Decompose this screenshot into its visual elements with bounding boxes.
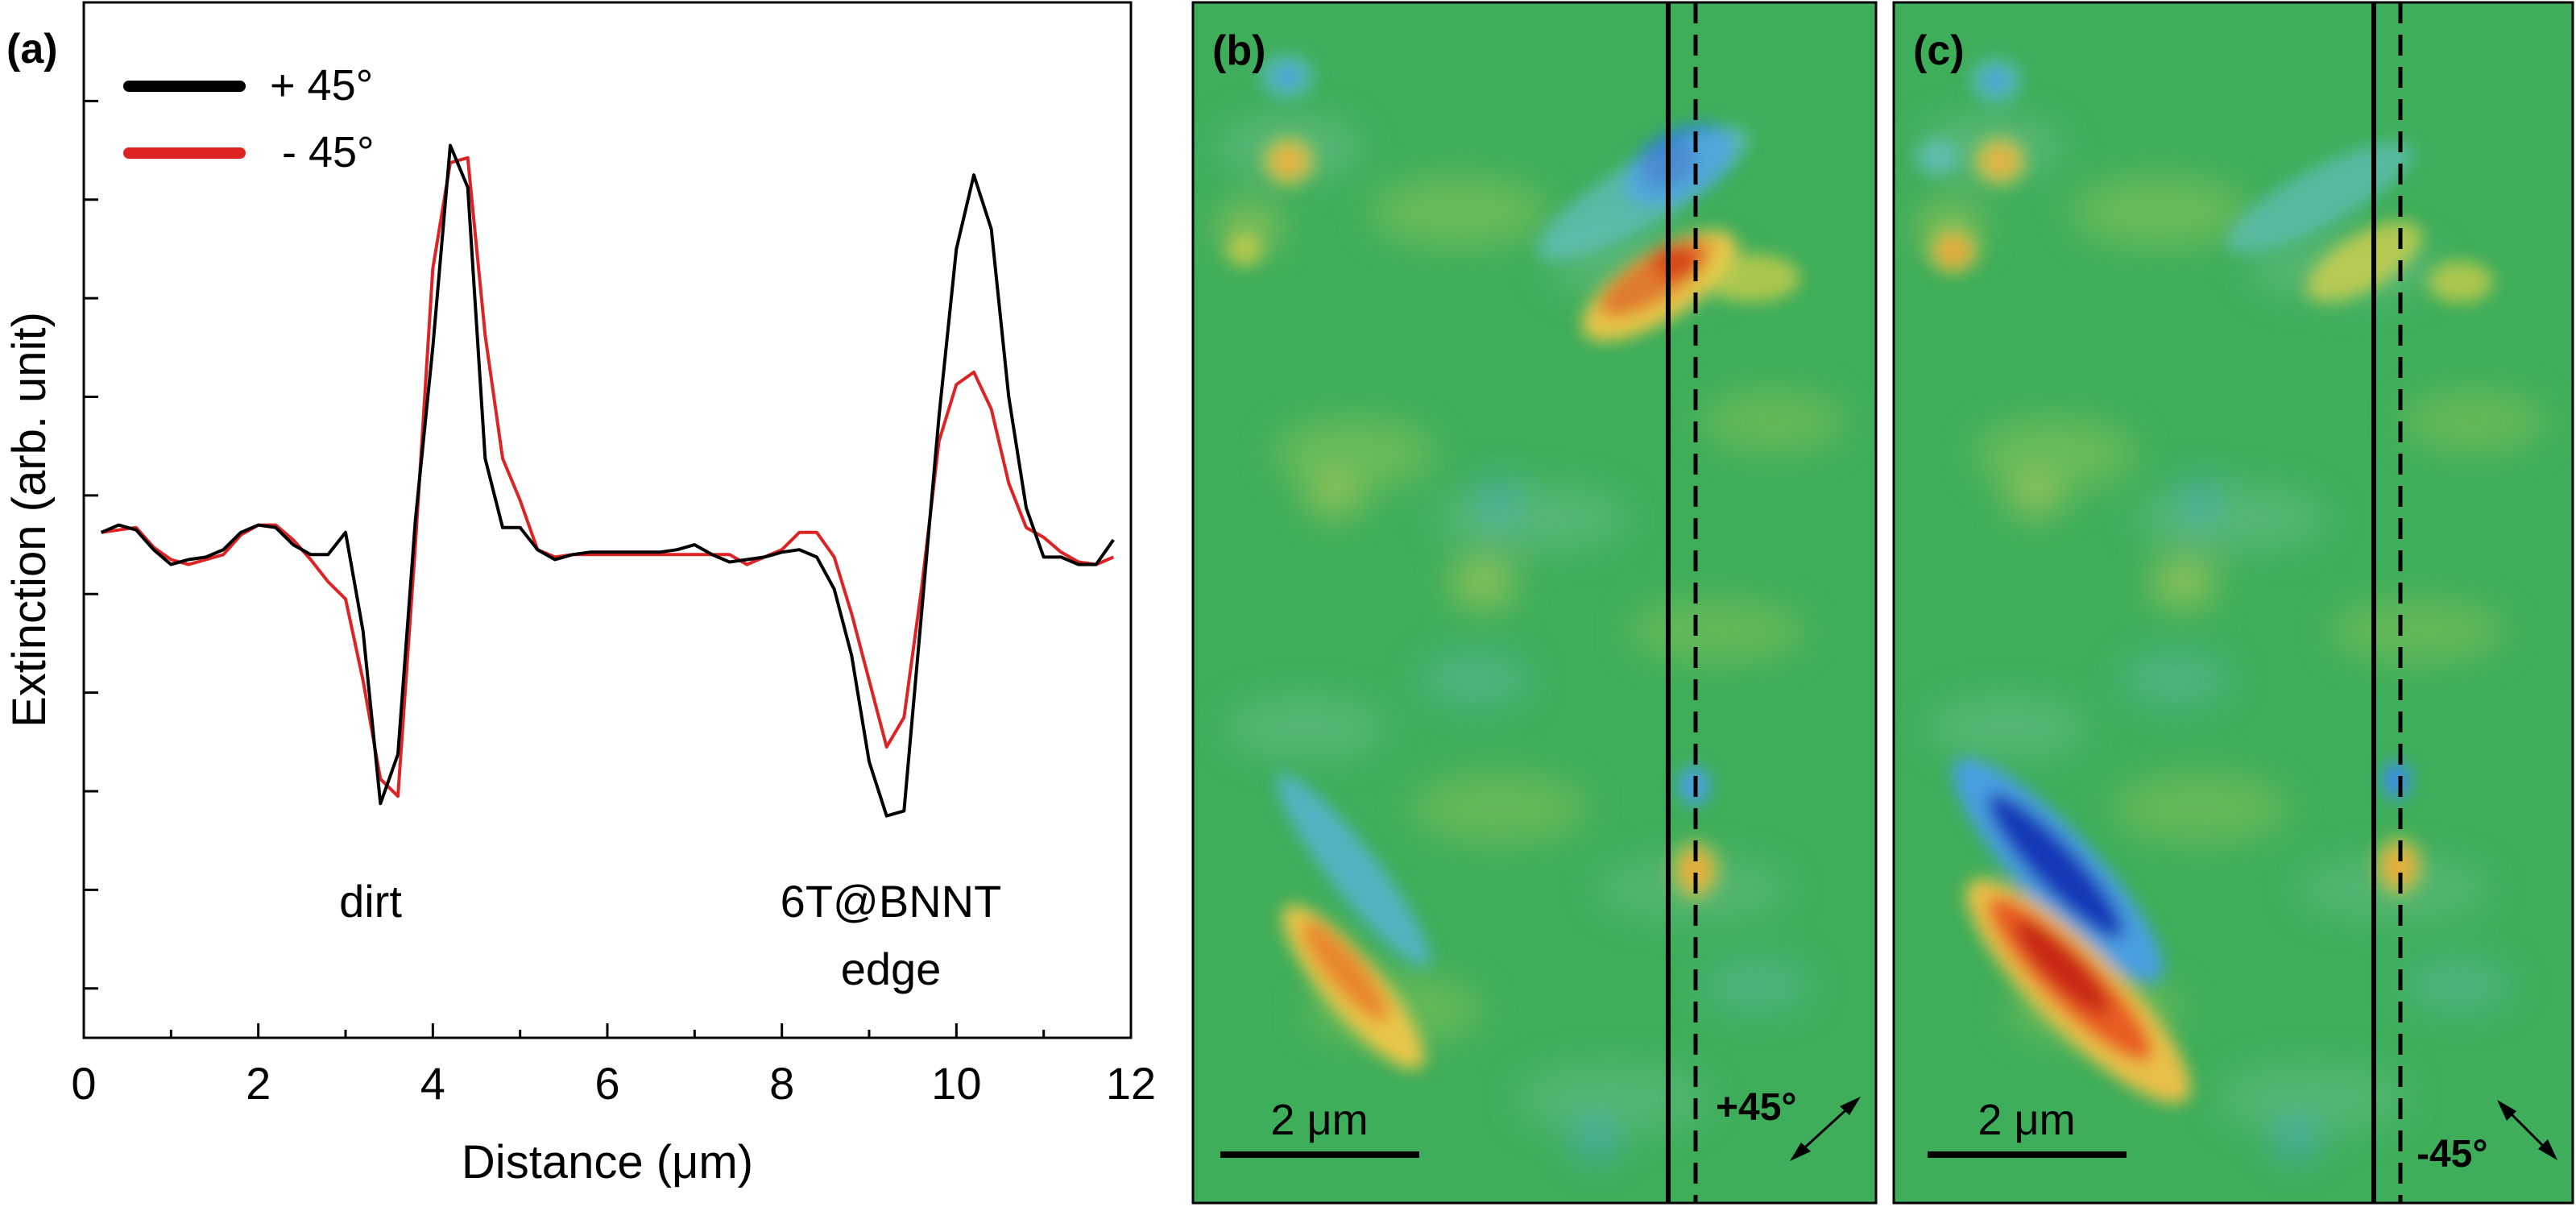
polarization-arrow-icon-b — [1790, 1097, 1861, 1161]
x-tick-label: 6 — [594, 1058, 619, 1109]
x-axis-label: Distance (μm) — [462, 1136, 753, 1188]
y-axis-label: Extinction (arb. unit) — [3, 312, 56, 728]
x-tick-label: 0 — [71, 1058, 96, 1109]
panel-c-label: (c) — [1913, 27, 1965, 74]
series-line-minus45 — [101, 156, 1115, 798]
annotation-dirt: dirt — [339, 876, 402, 927]
x-tick-labels: 0 2 4 6 8 10 12 — [71, 1058, 1156, 1109]
heatmap-c — [1892, 1, 2574, 1205]
scale-bar-label-b: 2 μm — [1270, 1096, 1368, 1144]
x-tick-label: 4 — [420, 1058, 445, 1109]
x-tick-label: 8 — [769, 1058, 794, 1109]
plot-lines — [100, 143, 1115, 818]
x-tick-label: 2 — [246, 1058, 271, 1109]
polarization-arrow-icon-c — [2497, 1100, 2557, 1160]
series-line-plus45 — [100, 143, 1115, 818]
legend-label-minus45: - 45° — [282, 128, 375, 176]
x-tick-label: 12 — [1106, 1058, 1156, 1109]
polarization-label-b: +45° — [1716, 1086, 1797, 1129]
polarization-label-c: -45° — [2417, 1133, 2488, 1176]
x-tick-label: 10 — [931, 1058, 981, 1109]
panel-a-label: (a) — [6, 26, 58, 73]
heatmap-b — [1191, 1, 1878, 1205]
legend: + 45° - 45° — [123, 61, 375, 176]
legend-label-plus45: + 45° — [270, 61, 373, 110]
panel-b-label: (b) — [1212, 27, 1265, 74]
axis-ticks — [82, 99, 1133, 1038]
annotation-edge: edge — [841, 944, 942, 994]
scale-bar-label-c: 2 μm — [1978, 1096, 2075, 1144]
annotation-6t-bnnt: 6T@BNNT — [781, 876, 1002, 927]
